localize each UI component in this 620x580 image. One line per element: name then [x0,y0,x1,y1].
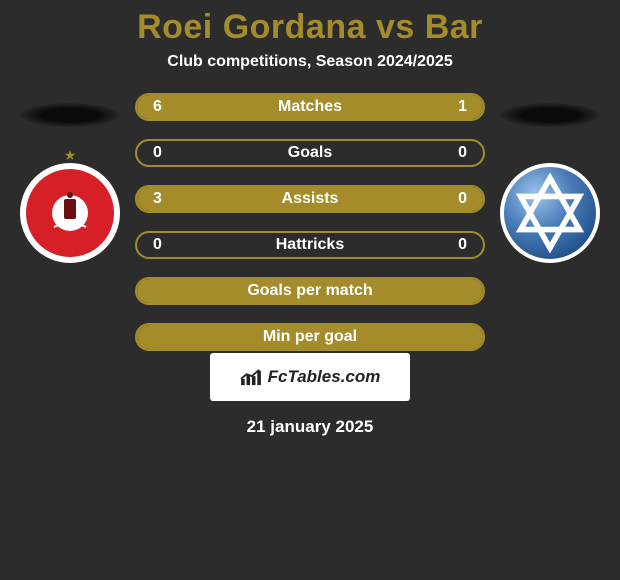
stat-value-right: 0 [458,190,467,208]
stat-bar: 0 0 Goals [135,139,485,167]
stat-bar: Goals per match [135,277,485,305]
left-club-crest [20,163,120,263]
left-crest-inner [26,169,114,257]
right-shadow [500,103,600,127]
stat-bar: 6 1 Matches [135,93,485,121]
left-crest-graphic [26,169,114,257]
stat-value-left: 0 [153,144,162,162]
main-row: ★ 6 1 Matches 0 0 Goals 3 0 Assists 0 0 Hattricks Go… [0,93,620,351]
date-text: 21 january 2025 [247,417,374,437]
stat-value-right: 1 [458,98,467,116]
infographic-container: Roei Gordana vs Bar Club competitions, S… [0,0,620,580]
star-icon: ★ [64,147,77,164]
stat-value-left: 3 [153,190,162,208]
stat-label: Goals [288,144,332,162]
right-club-crest [500,163,600,263]
stat-value-left: 0 [153,236,162,254]
chart-icon [240,368,262,386]
branding-badge: FcTables.com [210,353,410,401]
stat-value-right: 0 [458,236,467,254]
branding-text: FcTables.com [268,367,381,387]
left-shadow [20,103,120,127]
stat-label: Assists [282,190,339,208]
stat-label: Min per goal [263,328,357,346]
stat-value-right: 0 [458,144,467,162]
stat-label: Goals per match [247,282,372,300]
right-crest-graphic [504,167,596,259]
stat-bar: Min per goal [135,323,485,351]
stat-bar: 3 0 Assists [135,185,485,213]
stats-column: 6 1 Matches 0 0 Goals 3 0 Assists 0 0 Hattricks Goal… [130,93,490,351]
subtitle: Club competitions, Season 2024/2025 [167,53,452,71]
left-player-column: ★ [10,93,130,263]
right-player-column [490,93,610,263]
stat-label: Hattricks [276,236,344,254]
bar-fill-right [431,95,483,119]
stat-bar: 0 0 Hattricks [135,231,485,259]
stat-value-left: 6 [153,98,162,116]
stat-label: Matches [278,98,342,116]
main-title: Roei Gordana vs Bar [137,8,483,47]
